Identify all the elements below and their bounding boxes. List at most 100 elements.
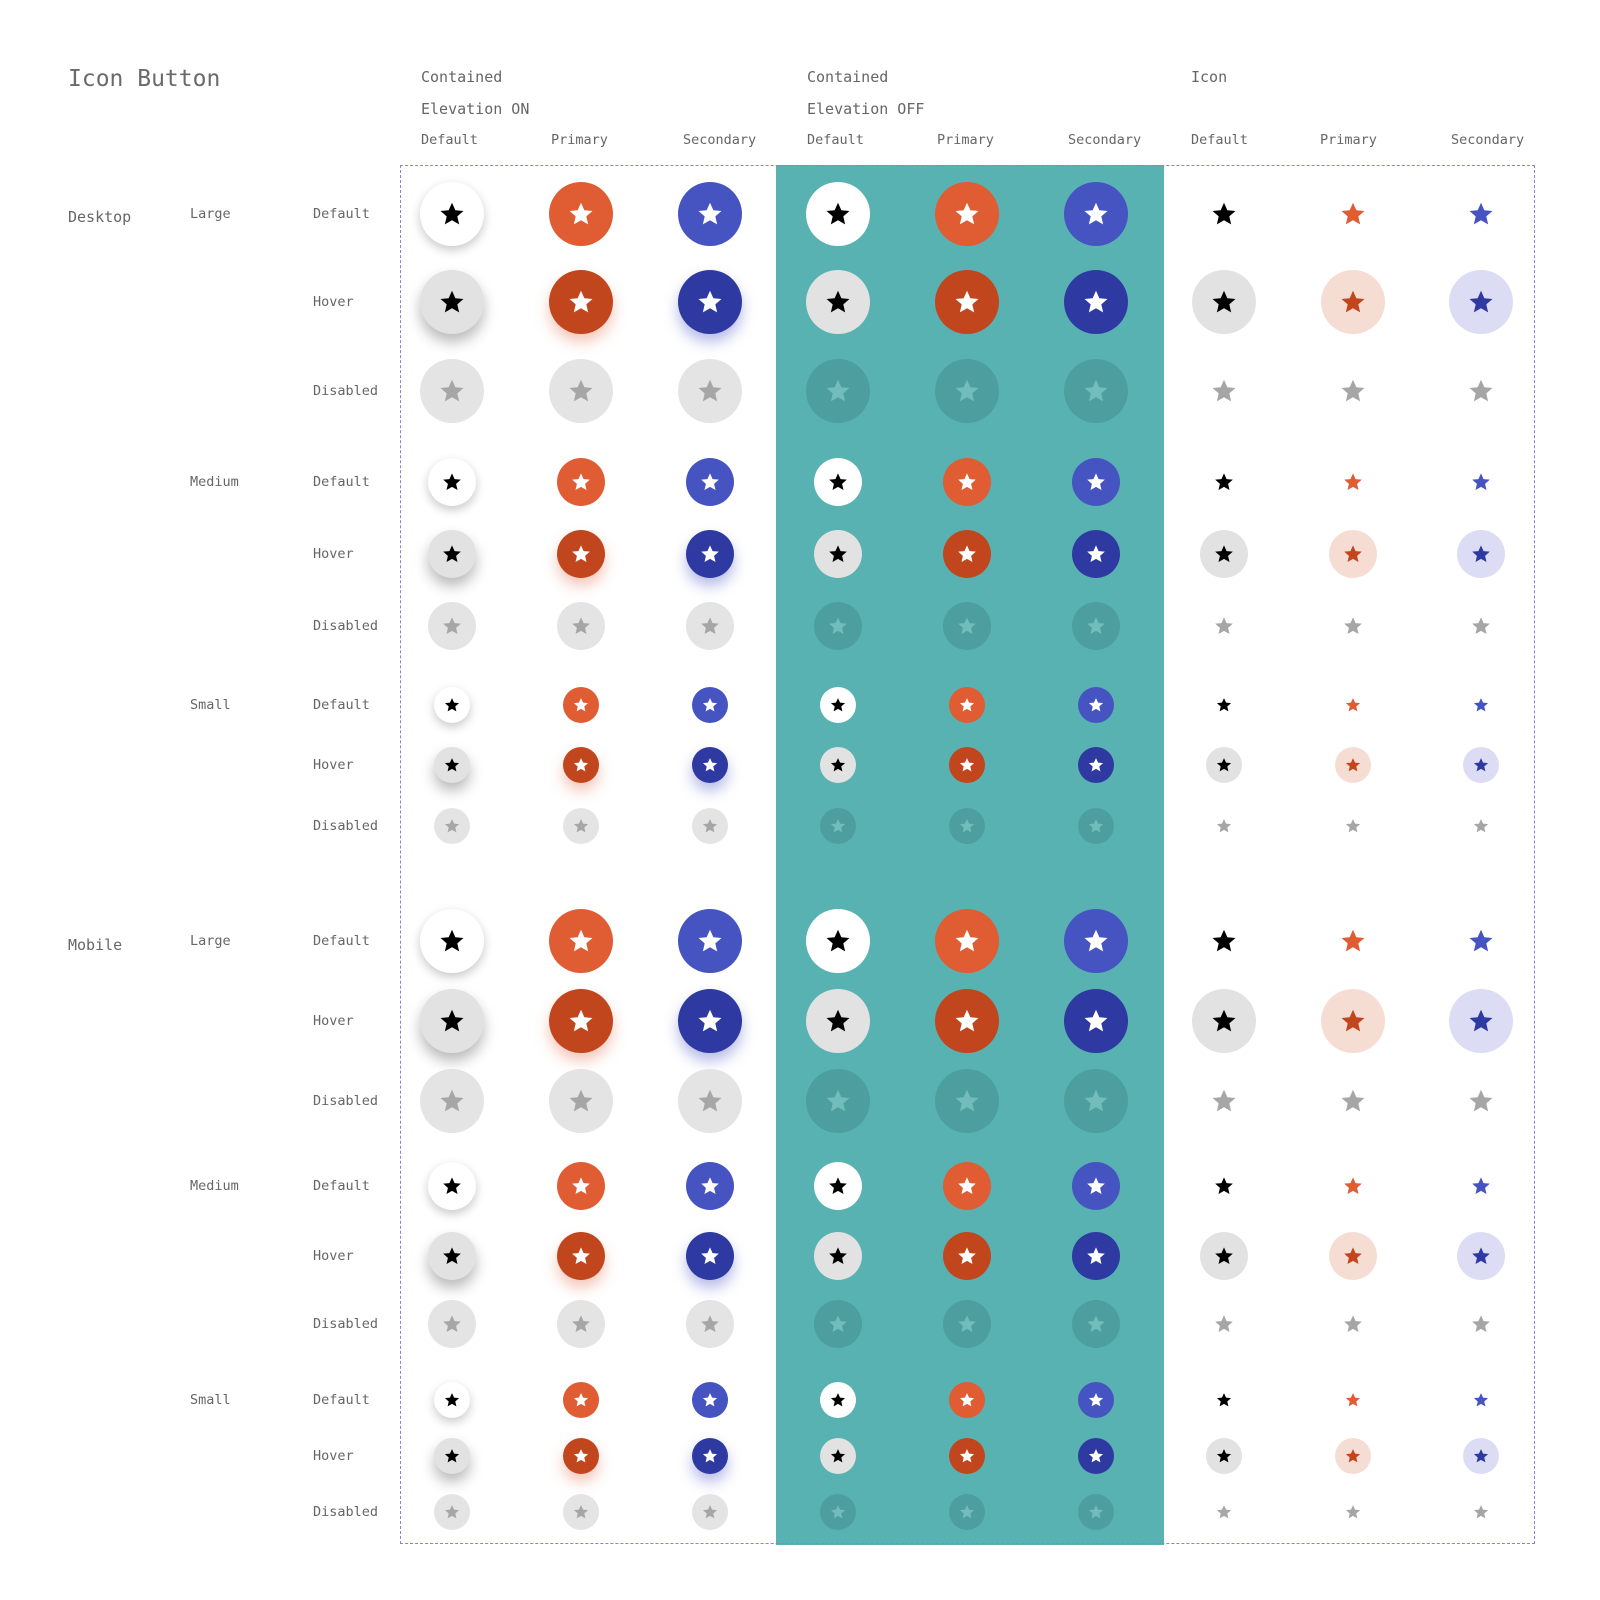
icon-button-default-hover[interactable] xyxy=(806,989,870,1053)
icon-button-primary-default[interactable] xyxy=(557,458,605,506)
icon-button-default-default[interactable] xyxy=(434,1382,470,1418)
icon-button-secondary-default[interactable] xyxy=(1457,458,1505,506)
icon-button-primary-hover[interactable] xyxy=(549,989,613,1053)
icon-button-secondary-default[interactable] xyxy=(1064,182,1128,246)
icon-button-default-default[interactable] xyxy=(428,1162,476,1210)
icon-button-default-hover[interactable] xyxy=(1200,530,1248,578)
icon-button-primary-default[interactable] xyxy=(1329,1162,1377,1210)
icon-button-secondary-hover[interactable] xyxy=(1449,989,1513,1053)
icon-button-primary-hover[interactable] xyxy=(1329,1232,1377,1280)
icon-button-primary-default[interactable] xyxy=(1329,458,1377,506)
icon-button-secondary-default[interactable] xyxy=(1463,1382,1499,1418)
icon-button-primary-hover[interactable] xyxy=(557,1232,605,1280)
icon-button-primary-hover[interactable] xyxy=(1321,989,1385,1053)
icon-button-default-hover[interactable] xyxy=(820,1438,856,1474)
icon-button-primary-hover[interactable] xyxy=(563,1438,599,1474)
icon-button-secondary-default[interactable] xyxy=(1463,687,1499,723)
icon-button-primary-hover[interactable] xyxy=(949,1438,985,1474)
icon-button-primary-hover[interactable] xyxy=(949,747,985,783)
icon-button-default-hover[interactable] xyxy=(420,270,484,334)
icon-button-primary-hover[interactable] xyxy=(1335,747,1371,783)
icon-button-secondary-default[interactable] xyxy=(1078,1382,1114,1418)
icon-button-secondary-hover[interactable] xyxy=(1078,747,1114,783)
icon-button-default-hover[interactable] xyxy=(820,747,856,783)
icon-button-secondary-hover[interactable] xyxy=(1064,989,1128,1053)
icon-button-primary-default[interactable] xyxy=(935,909,999,973)
icon-button-primary-default[interactable] xyxy=(549,182,613,246)
icon-button-secondary-default[interactable] xyxy=(1078,687,1114,723)
icon-button-default-hover[interactable] xyxy=(814,530,862,578)
icon-button-primary-default[interactable] xyxy=(943,1162,991,1210)
icon-button-default-hover[interactable] xyxy=(428,1232,476,1280)
icon-button-primary-hover[interactable] xyxy=(557,530,605,578)
icon-button-secondary-hover[interactable] xyxy=(1457,530,1505,578)
icon-button-default-hover[interactable] xyxy=(1206,747,1242,783)
icon-button-default-default[interactable] xyxy=(1192,182,1256,246)
icon-button-default-default[interactable] xyxy=(820,687,856,723)
icon-button-secondary-default[interactable] xyxy=(686,1162,734,1210)
icon-button-primary-hover[interactable] xyxy=(935,270,999,334)
icon-button-primary-hover[interactable] xyxy=(549,270,613,334)
icon-button-secondary-hover[interactable] xyxy=(1463,747,1499,783)
icon-button-secondary-hover[interactable] xyxy=(1072,1232,1120,1280)
icon-button-secondary-default[interactable] xyxy=(692,687,728,723)
icon-button-default-default[interactable] xyxy=(814,458,862,506)
icon-button-secondary-default[interactable] xyxy=(678,909,742,973)
icon-button-default-hover[interactable] xyxy=(1206,1438,1242,1474)
icon-button-secondary-hover[interactable] xyxy=(1064,270,1128,334)
icon-button-default-hover[interactable] xyxy=(1192,270,1256,334)
icon-button-default-hover[interactable] xyxy=(1192,989,1256,1053)
icon-button-secondary-hover[interactable] xyxy=(686,530,734,578)
icon-button-primary-default[interactable] xyxy=(1321,182,1385,246)
icon-button-default-default[interactable] xyxy=(1206,687,1242,723)
icon-button-default-hover[interactable] xyxy=(434,1438,470,1474)
icon-button-secondary-hover[interactable] xyxy=(692,747,728,783)
icon-button-default-default[interactable] xyxy=(428,458,476,506)
icon-button-secondary-default[interactable] xyxy=(1072,1162,1120,1210)
icon-button-primary-hover[interactable] xyxy=(563,747,599,783)
icon-button-default-default[interactable] xyxy=(420,182,484,246)
icon-button-primary-hover[interactable] xyxy=(1329,530,1377,578)
icon-button-default-hover[interactable] xyxy=(420,989,484,1053)
icon-button-default-default[interactable] xyxy=(420,909,484,973)
icon-button-secondary-hover[interactable] xyxy=(1072,530,1120,578)
icon-button-secondary-default[interactable] xyxy=(686,458,734,506)
icon-button-primary-default[interactable] xyxy=(563,1382,599,1418)
icon-button-primary-hover[interactable] xyxy=(943,530,991,578)
icon-button-default-default[interactable] xyxy=(1206,1382,1242,1418)
icon-button-default-hover[interactable] xyxy=(434,747,470,783)
icon-button-default-default[interactable] xyxy=(1192,909,1256,973)
icon-button-default-default[interactable] xyxy=(1200,458,1248,506)
icon-button-secondary-hover[interactable] xyxy=(692,1438,728,1474)
icon-button-secondary-default[interactable] xyxy=(1449,182,1513,246)
icon-button-primary-hover[interactable] xyxy=(1335,1438,1371,1474)
icon-button-default-hover[interactable] xyxy=(1200,1232,1248,1280)
icon-button-default-default[interactable] xyxy=(820,1382,856,1418)
icon-button-primary-default[interactable] xyxy=(557,1162,605,1210)
icon-button-primary-default[interactable] xyxy=(549,909,613,973)
icon-button-default-hover[interactable] xyxy=(806,270,870,334)
icon-button-secondary-default[interactable] xyxy=(1064,909,1128,973)
icon-button-secondary-hover[interactable] xyxy=(678,989,742,1053)
icon-button-primary-default[interactable] xyxy=(563,687,599,723)
icon-button-secondary-default[interactable] xyxy=(1457,1162,1505,1210)
icon-button-primary-hover[interactable] xyxy=(943,1232,991,1280)
icon-button-secondary-hover[interactable] xyxy=(1449,270,1513,334)
icon-button-primary-default[interactable] xyxy=(949,687,985,723)
icon-button-primary-default[interactable] xyxy=(1335,687,1371,723)
icon-button-secondary-hover[interactable] xyxy=(1078,1438,1114,1474)
icon-button-primary-hover[interactable] xyxy=(935,989,999,1053)
icon-button-default-default[interactable] xyxy=(1200,1162,1248,1210)
icon-button-secondary-hover[interactable] xyxy=(686,1232,734,1280)
icon-button-default-default[interactable] xyxy=(434,687,470,723)
icon-button-secondary-default[interactable] xyxy=(678,182,742,246)
icon-button-primary-hover[interactable] xyxy=(1321,270,1385,334)
icon-button-secondary-default[interactable] xyxy=(1072,458,1120,506)
icon-button-default-default[interactable] xyxy=(814,1162,862,1210)
icon-button-default-hover[interactable] xyxy=(814,1232,862,1280)
icon-button-primary-default[interactable] xyxy=(1335,1382,1371,1418)
icon-button-primary-default[interactable] xyxy=(1321,909,1385,973)
icon-button-primary-default[interactable] xyxy=(943,458,991,506)
icon-button-secondary-default[interactable] xyxy=(1449,909,1513,973)
icon-button-secondary-hover[interactable] xyxy=(1463,1438,1499,1474)
